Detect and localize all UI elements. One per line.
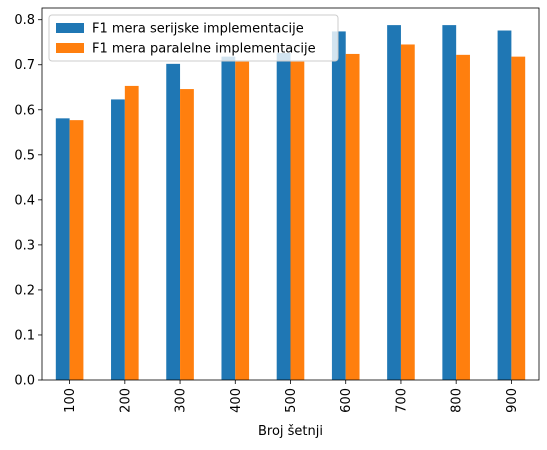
x-axis-title: Broj šetnji bbox=[258, 424, 323, 439]
legend-label-parallel: F1 mera paralelne implementacije bbox=[92, 42, 316, 57]
x-tick-label: 600 bbox=[339, 388, 354, 413]
x-tick-label: 700 bbox=[394, 388, 409, 413]
bar-serial-100 bbox=[55, 118, 70, 380]
bar-parallel-900 bbox=[511, 56, 526, 381]
y-tick-label: 0.0 bbox=[14, 374, 35, 389]
y-tick-label: 0.7 bbox=[14, 58, 35, 73]
y-tick-label: 0.8 bbox=[14, 13, 35, 28]
y-tick-label: 0.5 bbox=[14, 148, 35, 163]
x-tick-label: 400 bbox=[229, 388, 244, 413]
legend-frame bbox=[48, 14, 339, 62]
y-tick-label: 0.4 bbox=[14, 193, 35, 208]
y-tick-label: 0.6 bbox=[14, 103, 35, 118]
bar-parallel-200 bbox=[124, 85, 139, 380]
x-tick-label: 900 bbox=[505, 388, 520, 413]
bar-serial-400 bbox=[221, 56, 236, 381]
bar-parallel-300 bbox=[180, 89, 194, 381]
x-tick-label: 500 bbox=[284, 388, 299, 413]
bars-layer bbox=[55, 25, 526, 381]
y-tick-label: 0.3 bbox=[14, 238, 35, 253]
legend: F1 mera serijske implementacije F1 mera p… bbox=[48, 14, 339, 62]
bar-serial-600 bbox=[331, 31, 346, 381]
x-tick-label: 100 bbox=[63, 388, 78, 413]
bar-serial-200 bbox=[111, 99, 125, 380]
x-tick-label: 300 bbox=[174, 388, 189, 413]
y-tick-label: 0.1 bbox=[14, 328, 35, 343]
y-tick-label: 0.2 bbox=[14, 283, 35, 298]
bar-parallel-500 bbox=[290, 61, 305, 380]
bar-parallel-700 bbox=[400, 44, 415, 380]
legend-label-serial: F1 mera serijske implementacije bbox=[92, 22, 304, 37]
x-tick-label: 800 bbox=[450, 388, 465, 413]
x-tick-label: 200 bbox=[118, 388, 133, 413]
bar-serial-700 bbox=[387, 25, 401, 381]
bar-serial-800 bbox=[442, 25, 457, 381]
bar-parallel-600 bbox=[345, 53, 360, 381]
legend-swatch-parallel bbox=[56, 43, 84, 53]
bar-serial-300 bbox=[166, 63, 181, 381]
bar-parallel-400 bbox=[235, 61, 250, 380]
bar-serial-500 bbox=[276, 53, 291, 381]
legend-swatch-serial bbox=[56, 23, 84, 33]
axes-layer: 0.0 0.1 0.2 0.3 0.4 0.5 0.6 0.7 0.8 100 200 300 400 5… bbox=[14, 7, 540, 413]
bar-parallel-100 bbox=[69, 120, 84, 380]
bar-serial-900 bbox=[497, 30, 512, 381]
bar-parallel-800 bbox=[456, 54, 470, 381]
